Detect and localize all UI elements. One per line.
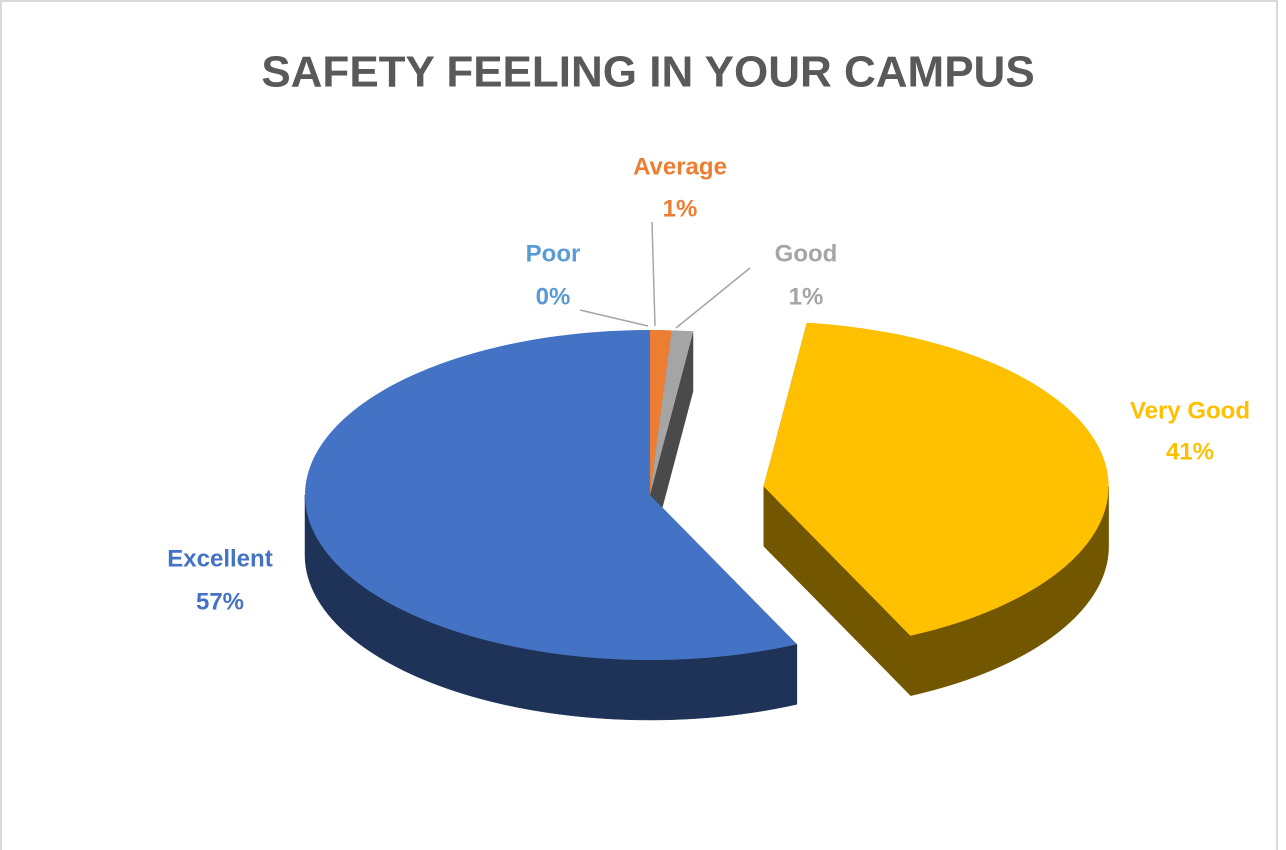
pie-tops (305, 322, 1109, 660)
category-label: Good (775, 240, 838, 267)
data-labels: Poor 0% Average 1% Good 1% Very Good 41% Excelle… (167, 153, 1250, 615)
leader-line (675, 267, 751, 329)
value-label: 57% (196, 588, 244, 615)
value-label: 0% (536, 283, 571, 310)
category-label: Average (633, 153, 727, 180)
category-label: Poor (526, 240, 581, 267)
value-label: 1% (789, 283, 824, 310)
leader-line (579, 309, 649, 327)
chart-title: SAFETY FEELING IN YOUR CAMPUS (261, 48, 1034, 97)
slice (650, 330, 672, 495)
slice (305, 330, 797, 660)
slice-side (910, 486, 1109, 697)
value-label: 1% (663, 195, 698, 222)
category-label: Excellent (167, 545, 272, 572)
category-label: Very Good (1130, 397, 1250, 424)
leader-line (651, 221, 656, 327)
value-label: 41% (1166, 438, 1214, 465)
slice (650, 330, 694, 495)
slice-cut-face (763, 486, 911, 696)
slice (763, 322, 1109, 636)
slice-cut-face (650, 331, 694, 555)
